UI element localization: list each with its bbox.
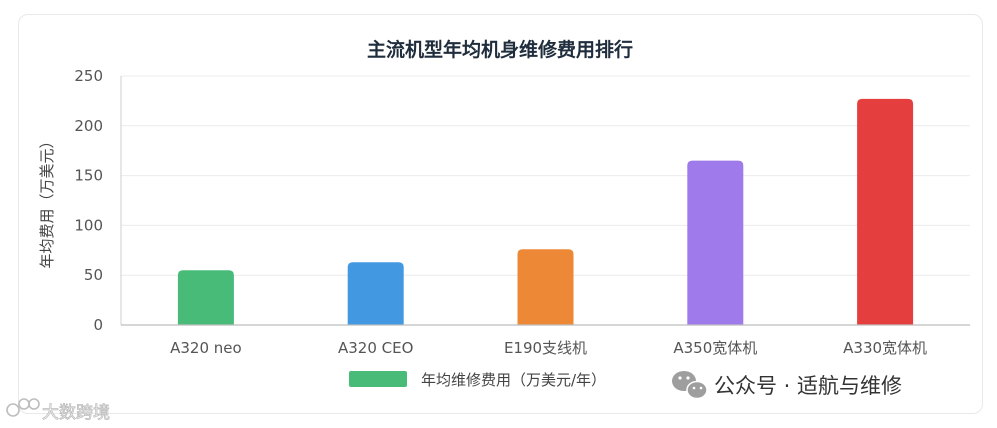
bar-0[interactable] (177, 270, 234, 325)
y-tick-label: 150 (74, 167, 103, 185)
ddkj-watermark: 大数跨境 (6, 398, 110, 423)
grid-lines (121, 75, 970, 276)
bar-2[interactable] (517, 249, 574, 325)
wechat-watermark: 公众号 · 适航与维修 (672, 371, 902, 400)
bars (177, 98, 914, 326)
chart-card (18, 14, 983, 414)
bar-4[interactable] (857, 98, 914, 326)
wechat-icon (672, 371, 708, 400)
y-tick-label: 200 (74, 117, 103, 135)
bar-1[interactable] (347, 262, 404, 325)
x-tick-label: E190支线机 (504, 339, 587, 357)
x-tick-label: A330宽体机 (843, 339, 927, 357)
y-axis-title: 年均费用（万美元） (38, 133, 56, 268)
bar-3[interactable] (687, 160, 744, 325)
x-tick-label: A320 CEO (338, 339, 413, 357)
chart-title: 主流机型年均机身维修费用排行 (367, 38, 633, 61)
y-axis-ticks: 0 50 100 150 200 250 (74, 67, 103, 334)
y-tick-label: 100 (74, 216, 103, 234)
y-tick-label: 0 (93, 316, 103, 334)
x-tick-label: A350宽体机 (673, 339, 757, 357)
wechat-account-label: 公众号 · 适航与维修 (714, 374, 902, 398)
x-axis-ticks: A320 neo A320 CEO E190支线机 A350宽体机 A330宽体机 (170, 339, 927, 357)
y-tick-label: 250 (74, 67, 103, 85)
x-tick-label: A320 neo (170, 339, 242, 357)
legend[interactable]: 年均维修费用（万美元/年） (349, 371, 606, 389)
y-tick-label: 50 (84, 266, 103, 284)
ddkj-label: 大数跨境 (42, 403, 110, 423)
legend-swatch (349, 371, 407, 387)
legend-label: 年均维修费用（万美元/年） (421, 371, 606, 389)
ddkj-logo-icon (6, 398, 40, 417)
